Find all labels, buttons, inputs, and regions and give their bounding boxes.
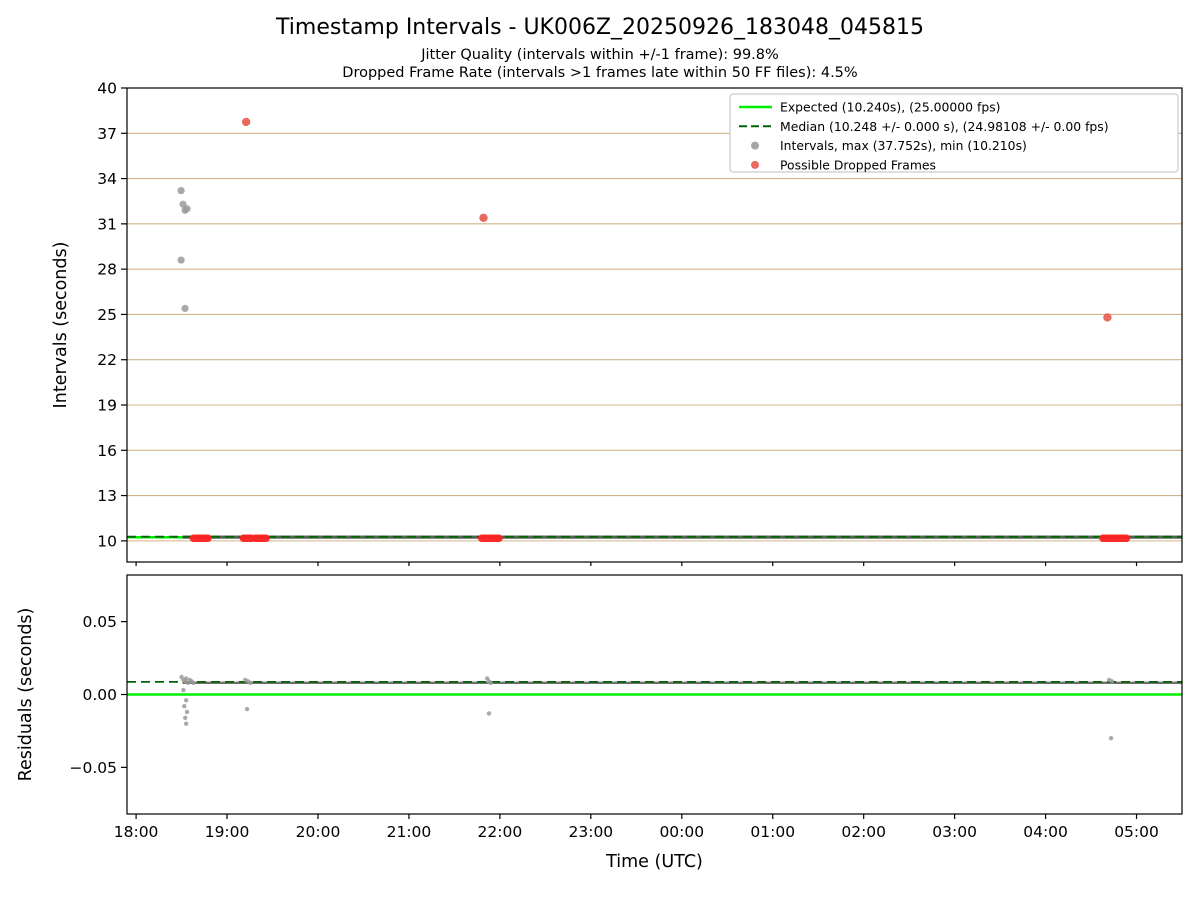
legend-entry-label: Possible Dropped Frames [780, 157, 936, 172]
residual-point [183, 715, 188, 721]
residuals-ylabel: Residuals (seconds) [16, 608, 36, 782]
chart-title: Timestamp Intervals - UK006Z_20250926_18… [276, 15, 924, 40]
interval-point [177, 256, 185, 264]
intervals-ytick-label: 25 [97, 306, 117, 324]
x-tick-label: 22:00 [478, 823, 523, 841]
residual-point [183, 676, 189, 681]
residual-point [191, 680, 196, 686]
interval-point [177, 187, 185, 195]
intervals-ytick-label: 13 [97, 487, 117, 505]
residuals-ytick-label: 0.05 [82, 613, 117, 631]
x-tick-label: 20:00 [296, 823, 341, 841]
legend-entry-label: Median (10.248 +/- 0.000 s), (24.98108 +… [780, 119, 1109, 134]
residuals-ytick-label: −0.05 [70, 759, 118, 777]
intervals-ytick-label: 19 [97, 397, 117, 415]
interval-point [181, 304, 189, 312]
legend-entry-label: Expected (10.240s), (25.00000 fps) [780, 100, 1001, 115]
x-tick-label: 03:00 [932, 823, 977, 841]
legend-sample-dot [751, 160, 759, 169]
interval-point [183, 205, 191, 213]
x-tick-label: 18:00 [114, 823, 159, 841]
dropped-frame-point [241, 117, 251, 127]
residual-point [1109, 679, 1115, 684]
dropped-frame-point [479, 213, 488, 223]
residual-point [184, 709, 190, 715]
x-tick-label: 23:00 [569, 823, 614, 841]
legend-sample-dot [751, 141, 759, 150]
x-tick-label: 05:00 [1114, 823, 1159, 841]
residual-point [183, 721, 189, 726]
intervals-ytick-label: 10 [97, 532, 117, 550]
x-tick-label: 04:00 [1023, 823, 1068, 841]
intervals-ytick-label: 22 [97, 351, 117, 369]
x-axis-label: Time (UTC) [605, 852, 703, 872]
residual-point [248, 680, 253, 686]
residuals-panel: −0.05 0.00 0.05 Residuals (seconds) [16, 574, 1183, 815]
residual-point [182, 703, 187, 709]
residual-point [244, 706, 250, 712]
legend: Expected (10.240s), (25.00000 fps) Median… [729, 93, 1179, 173]
x-tick-label: 21:00 [387, 823, 432, 841]
intervals-ytick-label: 31 [97, 215, 117, 233]
intervals-ylabel: Intervals (seconds) [51, 242, 71, 409]
intervals-ytick-label: 37 [97, 125, 117, 143]
intervals-ytick-label: 34 [97, 170, 117, 188]
chart-subtitle-dropped: Dropped Frame Rate (intervals >1 frames … [342, 65, 858, 81]
legend-box [729, 93, 1179, 173]
x-tick-label: 19:00 [205, 823, 250, 841]
legend-entry-label: Intervals, max (37.752s), min (10.210s) [780, 138, 1027, 153]
chart-subtitle-jitter: Jitter Quality (intervals within +/-1 fr… [421, 47, 779, 63]
dropped-frame-point [1103, 313, 1112, 322]
residual-point [1108, 736, 1114, 741]
intervals-ytick-label: 16 [97, 442, 117, 460]
x-tick-label: 00:00 [659, 823, 704, 841]
intervals-ytick-label: 28 [97, 261, 117, 279]
residual-point [486, 711, 492, 716]
intervals-panel: 10 13 16 19 22 25 28 31 34 37 40 Intervals (seconds… [51, 80, 1183, 566]
residual-point [181, 687, 186, 693]
intervals-ytick-label: 40 [97, 80, 117, 98]
x-tick-label: 01:00 [750, 823, 795, 841]
residuals-ytick-label: 0.00 [82, 686, 117, 704]
residual-point [488, 680, 493, 686]
residual-point [183, 698, 189, 703]
x-tick-label: 02:00 [841, 823, 886, 841]
x-axis: 18:00 19:00 20:00 21:00 22:00 23:00 00:00 01:00… [114, 814, 1159, 872]
intervals-panel-border [126, 87, 1183, 563]
